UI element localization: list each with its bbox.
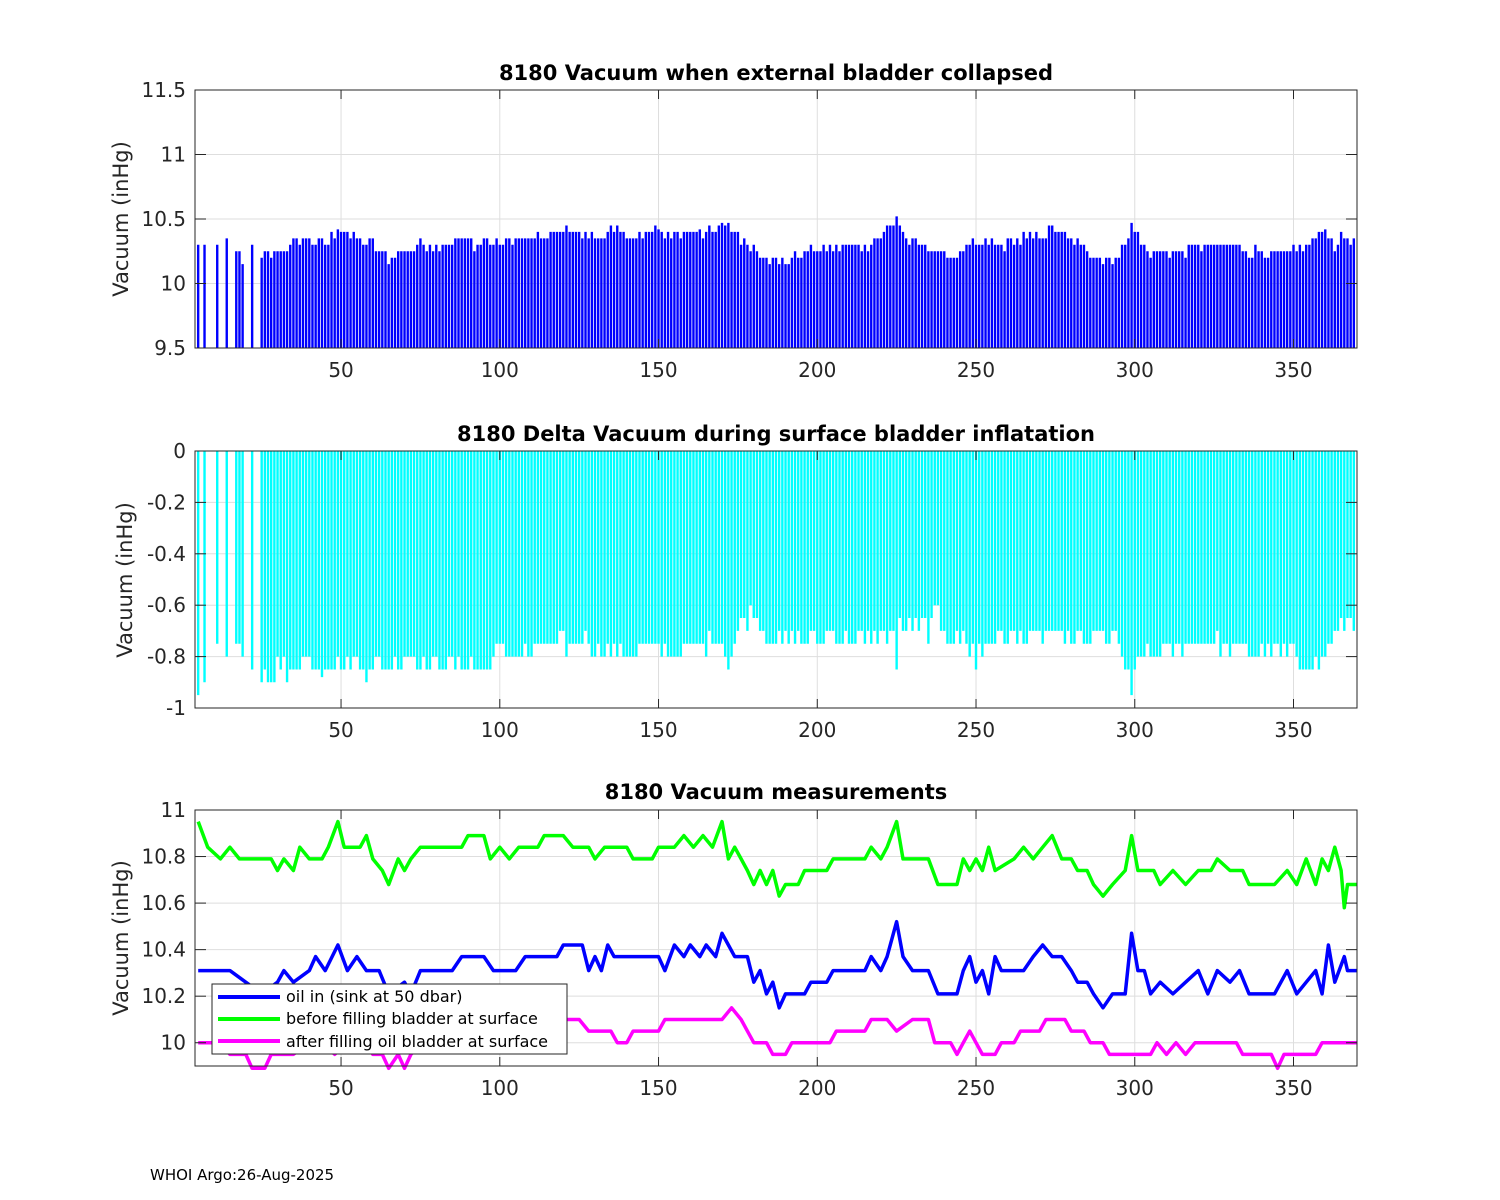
y-tick-label: 10.6 <box>141 891 186 915</box>
x-tick-label: 250 <box>957 718 995 742</box>
x-tick-label: 300 <box>1116 718 1154 742</box>
x-tick-label: 150 <box>639 718 677 742</box>
y-tick-label: 9.5 <box>154 336 186 360</box>
legend-entry: oil in (sink at 50 dbar) <box>218 987 463 1006</box>
x-tick-label: 200 <box>798 718 836 742</box>
y-tick-label: 10.5 <box>141 207 186 231</box>
panel-vacuum-collapsed-title: 8180 Vacuum when external bladder collap… <box>499 61 1053 85</box>
x-tick-label: 200 <box>798 1076 836 1100</box>
y-tick-label: -0.2 <box>147 490 186 514</box>
panel-delta-vacuum: 50 100 150 200 250 300 350-1-0.8-0.6-0.4-0.20 … <box>113 422 1358 742</box>
footer-credit: WHOI Argo:26-Aug-2025 <box>150 1166 335 1184</box>
series-line-1 <box>196 819 1357 910</box>
x-tick-label: 50 <box>328 718 353 742</box>
x-tick-label: 150 <box>639 1076 677 1100</box>
legend-entry: after filling oil bladder at surface <box>218 1032 548 1051</box>
legend-label-before-filling: before filling bladder at surface <box>286 1009 538 1028</box>
panel-delta-vacuum-ylabel: Vacuum (inHg) <box>113 502 137 658</box>
y-tick-label: 0 <box>173 439 186 463</box>
y-tick-label: 11 <box>161 143 186 167</box>
x-tick-label: 350 <box>1274 358 1312 382</box>
x-tick-label: 250 <box>957 358 995 382</box>
x-tick-label: 100 <box>481 1076 519 1100</box>
y-tick-label: 10.2 <box>141 984 186 1008</box>
y-tick-label: -0.6 <box>147 593 186 617</box>
y-tick-label: -0.4 <box>147 542 186 566</box>
panel-vacuum-collapsed-bars <box>196 216 1356 348</box>
x-tick-label: 250 <box>957 1076 995 1100</box>
y-tick-label: -0.8 <box>147 645 186 669</box>
legend: oil in (sink at 50 dbar) before filling … <box>211 983 568 1055</box>
panel-delta-vacuum-bars <box>196 451 1356 696</box>
series-line-0 <box>198 919 1357 1010</box>
y-tick-label: 10.8 <box>141 845 186 869</box>
y-tick-label: 10 <box>161 1031 186 1055</box>
panel-vacuum-collapsed-ylabel: Vacuum (inHg) <box>109 141 133 297</box>
panel-vacuum-measurements-title: 8180 Vacuum measurements <box>605 780 948 804</box>
legend-label-oil-in: oil in (sink at 50 dbar) <box>286 987 463 1006</box>
y-tick-label: 11.5 <box>141 78 186 102</box>
legend-entry: before filling bladder at surface <box>218 1009 538 1028</box>
x-tick-label: 50 <box>328 1076 353 1100</box>
x-tick-label: 100 <box>481 358 519 382</box>
legend-label-after-filling: after filling oil bladder at surface <box>286 1032 548 1051</box>
panel-vacuum-measurements-ylabel: Vacuum (inHg) <box>109 860 133 1016</box>
panel-vacuum-collapsed: 50 100 150 200 250 300 350 9.5 10 10.5 11 11.5 8180… <box>109 61 1358 382</box>
panel-vacuum-measurements: 50 100 150 200 250 300 350 10 10.2 10.4 10.6 10.8 11… <box>109 780 1358 1100</box>
x-tick-label: 100 <box>481 718 519 742</box>
x-tick-label: 300 <box>1116 358 1154 382</box>
y-tick-label: 11 <box>161 798 186 822</box>
x-tick-label: 350 <box>1274 718 1312 742</box>
y-tick-label: -1 <box>166 696 186 720</box>
panel-delta-vacuum-title: 8180 Delta Vacuum during surface bladder… <box>457 422 1095 446</box>
x-tick-label: 300 <box>1116 1076 1154 1100</box>
x-tick-label: 350 <box>1274 1076 1312 1100</box>
y-tick-label: 10.4 <box>141 938 186 962</box>
x-tick-label: 150 <box>639 358 677 382</box>
y-tick-label: 10 <box>161 272 186 296</box>
x-tick-label: 200 <box>798 358 836 382</box>
x-tick-label: 50 <box>328 358 353 382</box>
